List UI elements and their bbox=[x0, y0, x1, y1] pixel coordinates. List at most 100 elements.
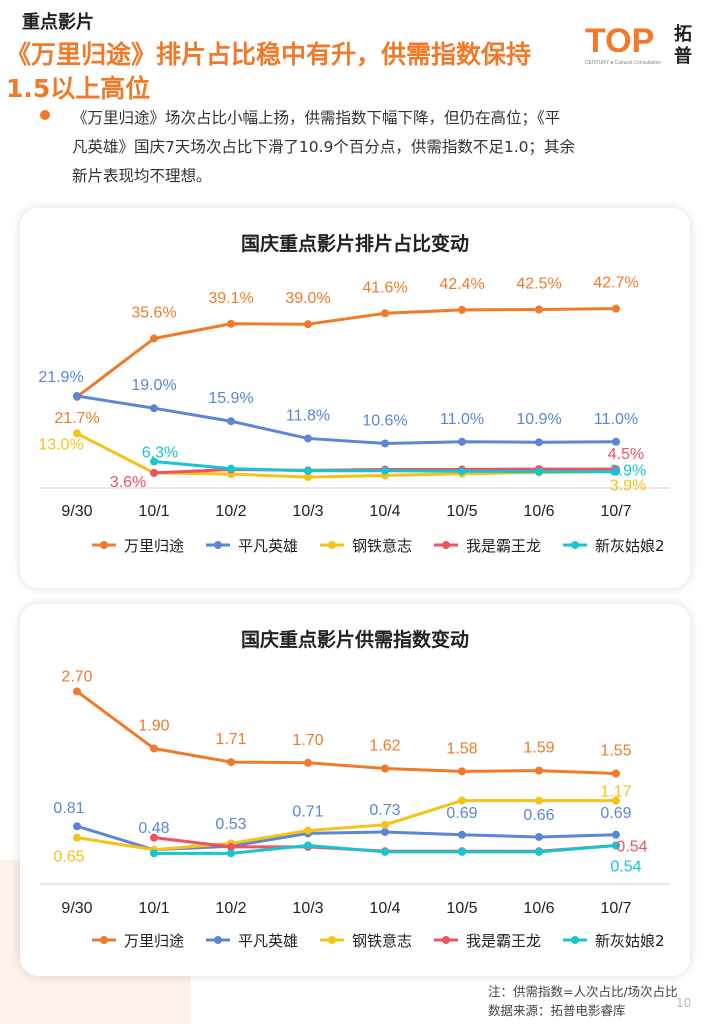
data-point bbox=[381, 309, 389, 318]
logo-text: TOP bbox=[585, 22, 654, 60]
data-point bbox=[458, 830, 466, 839]
data-label: 10.9% bbox=[516, 411, 561, 428]
legend-label: 新灰姑娘2 bbox=[595, 932, 665, 950]
data-label: 13.0% bbox=[38, 436, 83, 453]
data-label: 11.0% bbox=[440, 411, 484, 428]
legend-marker bbox=[214, 541, 222, 549]
data-label: 10.6% bbox=[362, 412, 407, 429]
series-line-1 bbox=[76, 690, 617, 775]
footnote-note: 注：供需指数=人次占比/场次占比 bbox=[488, 984, 678, 999]
section-label: 重点影片 bbox=[22, 12, 94, 33]
logo-cn-1: 拓 bbox=[674, 23, 692, 45]
data-label: 0.54 bbox=[616, 838, 647, 855]
data-point bbox=[304, 320, 312, 329]
data-label: 3.9% bbox=[610, 463, 646, 480]
legend-marker bbox=[100, 936, 108, 944]
index-line-chart: 国庆重点影片供需指数变动 9/30 10/1 10/2 10/3 10/4 10/5 10/6… bbox=[40, 628, 670, 950]
data-label: 6.3% bbox=[142, 445, 178, 462]
data-point bbox=[458, 305, 466, 314]
legend-label: 我是霸王龙 bbox=[466, 537, 541, 555]
x-tick-label: 10/5 bbox=[446, 503, 477, 520]
data-label: 42.4% bbox=[439, 276, 484, 293]
legend-marker bbox=[442, 541, 450, 549]
data-point bbox=[304, 466, 312, 475]
data-label: 21.7% bbox=[54, 410, 99, 427]
x-tick-label: 9/30 bbox=[61, 503, 92, 520]
data-point bbox=[304, 473, 312, 482]
data-point bbox=[227, 758, 235, 767]
legend-marker bbox=[328, 541, 336, 549]
x-tick-label: 9/30 bbox=[61, 900, 92, 917]
legend-label: 钢铁意志 bbox=[352, 932, 412, 950]
x-tick-label: 10/6 bbox=[523, 503, 554, 520]
summary-line-3: 新片表现均不理想。 bbox=[72, 167, 212, 185]
data-label: 11.8% bbox=[286, 407, 330, 424]
share-line-chart: 国庆重点影片排片占比变动 9/30 10/1 10/2 10/3 10/4 10/5 10/6… bbox=[38, 232, 670, 555]
headline-line-2: 1.5以上高位 bbox=[6, 74, 151, 103]
data-point bbox=[535, 796, 543, 805]
data-point bbox=[304, 758, 312, 767]
series-line-2 bbox=[76, 394, 617, 445]
data-label: 4.5% bbox=[608, 446, 644, 463]
page-number: 10 bbox=[676, 996, 692, 1010]
legend-marker bbox=[442, 936, 450, 944]
data-label: 42.5% bbox=[516, 276, 561, 293]
data-point bbox=[381, 847, 389, 856]
footnote-source: 数据来源：拓普电影睿库 bbox=[488, 1003, 626, 1018]
data-point bbox=[458, 767, 466, 776]
data-label: 0.69 bbox=[446, 805, 477, 822]
data-label: 3.9% bbox=[610, 478, 646, 495]
data-point bbox=[535, 438, 543, 447]
data-label: 21.9% bbox=[38, 369, 83, 386]
data-point bbox=[150, 468, 158, 477]
data-label: 39.0% bbox=[285, 290, 330, 307]
data-point bbox=[535, 305, 543, 314]
x-tick-label: 10/6 bbox=[523, 900, 554, 917]
x-tick-label: 10/1 bbox=[138, 900, 169, 917]
chart-title: 国庆重点影片排片占比变动 bbox=[241, 232, 469, 255]
headline-line-1: 《万里归途》排片占比稳中有升，供需指数保持 bbox=[6, 40, 532, 69]
data-point bbox=[304, 434, 312, 443]
summary-line-2: 凡英雄》国庆7天场次占比下滑了10.9个百分点，供需指数不足1.0；其余 bbox=[72, 138, 576, 156]
data-point bbox=[304, 841, 312, 850]
data-label: 1.70 bbox=[292, 732, 323, 749]
data-point bbox=[73, 833, 81, 842]
data-point bbox=[535, 467, 543, 476]
data-label: 0.81 bbox=[53, 800, 84, 817]
data-label: 1.59 bbox=[523, 740, 554, 757]
data-label: 1.62 bbox=[369, 737, 400, 754]
data-point bbox=[612, 830, 620, 839]
bullet-dot bbox=[40, 110, 50, 120]
legend-label: 万里归途 bbox=[124, 537, 184, 555]
chart-title: 国庆重点影片供需指数变动 bbox=[241, 628, 469, 651]
summary-text: 《万里归途》场次占比小幅上扬，供需指数下幅下降，但仍在高位；《平 凡英雄》国庆7… bbox=[72, 104, 677, 191]
data-point bbox=[150, 833, 158, 842]
data-point bbox=[381, 764, 389, 773]
data-point bbox=[150, 744, 158, 753]
data-point bbox=[458, 467, 466, 476]
x-tick-label: 10/3 bbox=[292, 503, 323, 520]
data-label: 11.0% bbox=[594, 411, 638, 428]
data-point bbox=[227, 417, 235, 426]
data-label: 1.58 bbox=[446, 740, 477, 757]
data-point bbox=[150, 849, 158, 858]
x-tick-label: 10/2 bbox=[215, 900, 246, 917]
data-label: 15.9% bbox=[208, 390, 253, 407]
data-label: 1.90 bbox=[138, 718, 169, 735]
data-point bbox=[73, 822, 81, 831]
legend-marker bbox=[100, 541, 108, 549]
data-point bbox=[304, 826, 312, 835]
data-point bbox=[535, 766, 543, 775]
data-point bbox=[150, 334, 158, 343]
data-label: 3.6% bbox=[110, 474, 146, 491]
series-line-1 bbox=[76, 307, 617, 399]
data-label: 2.70 bbox=[61, 668, 92, 685]
x-tick-label: 10/4 bbox=[369, 900, 400, 917]
data-label: 0.69 bbox=[600, 805, 631, 822]
x-tick-label: 10/7 bbox=[600, 503, 631, 520]
share-chart-card: 国庆重点影片排片占比变动 9/30 10/1 10/2 10/3 10/4 10/5 10/6… bbox=[20, 208, 690, 588]
data-point bbox=[612, 437, 620, 446]
data-point bbox=[458, 796, 466, 805]
data-label: 0.48 bbox=[138, 820, 169, 837]
data-label: 0.73 bbox=[369, 802, 400, 819]
